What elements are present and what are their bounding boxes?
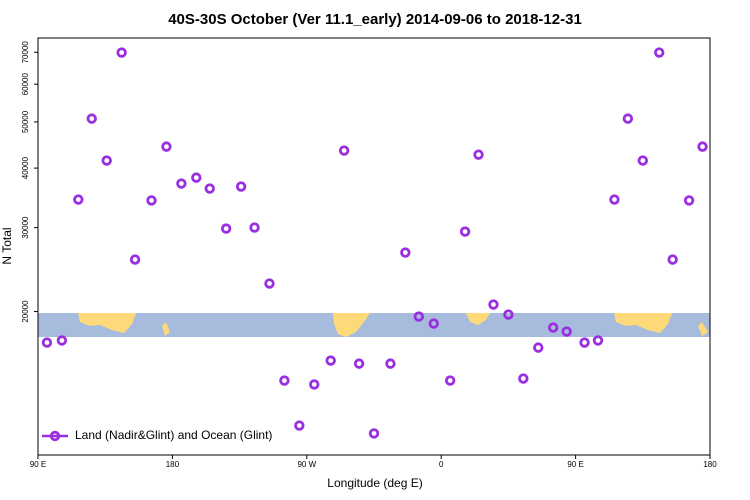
y-tick-label: 60000 [21, 73, 30, 96]
y-tick-label: 70000 [21, 41, 30, 64]
y-tick-label: 50000 [21, 110, 30, 133]
point [129, 254, 141, 265]
point [309, 379, 320, 390]
point [637, 155, 648, 166]
point [116, 47, 127, 58]
x-tick-label: 0 [439, 460, 444, 469]
point [220, 223, 232, 234]
point [459, 226, 471, 237]
point [176, 178, 187, 189]
point [518, 373, 529, 384]
point [73, 194, 84, 205]
point [279, 375, 290, 386]
point [294, 420, 305, 431]
legend-label: Land (Nadir&Glint) and Ocean (Glint) [75, 428, 272, 442]
point [338, 145, 350, 156]
point [667, 254, 678, 265]
y-tick-label: 30000 [21, 216, 30, 239]
point [353, 358, 365, 369]
point [592, 335, 604, 346]
x-tick-label: 180 [166, 460, 180, 469]
point [400, 247, 411, 258]
point [654, 47, 665, 58]
point [697, 141, 708, 152]
point [488, 299, 499, 310]
point [235, 181, 247, 192]
point [249, 222, 260, 233]
point [579, 337, 590, 348]
point [325, 355, 336, 366]
point [56, 335, 68, 346]
point [385, 358, 396, 369]
point [161, 141, 172, 152]
x-axis-label: Longitude (deg E) [327, 476, 422, 490]
point [41, 337, 53, 348]
point [204, 183, 215, 194]
point [146, 195, 157, 206]
y-tick-label: 20000 [21, 300, 30, 323]
point [533, 342, 544, 353]
x-tick-label: 90 E [30, 460, 46, 469]
point [101, 155, 112, 166]
plot-frame [37, 37, 711, 456]
point [86, 113, 97, 124]
point [503, 309, 514, 320]
point [561, 326, 572, 337]
point [368, 428, 380, 439]
point [548, 322, 559, 333]
map-strip [38, 313, 710, 337]
point [191, 172, 202, 183]
point [683, 195, 695, 206]
legend-marker [49, 430, 61, 442]
point [428, 318, 439, 329]
point [413, 311, 424, 322]
y-axis-label: N Total [0, 227, 14, 264]
y-tick-label: 40000 [21, 156, 30, 179]
point [609, 194, 620, 205]
point [444, 375, 456, 386]
point [264, 278, 275, 289]
x-tick-label: 90 W [297, 460, 316, 469]
x-tick-label: 90 E [567, 460, 583, 469]
x-tick-label: 180 [703, 460, 717, 469]
point [473, 149, 484, 160]
point [622, 113, 634, 124]
chart-title: 40S-30S October (Ver 11.1_early) 2014-09… [168, 11, 582, 28]
